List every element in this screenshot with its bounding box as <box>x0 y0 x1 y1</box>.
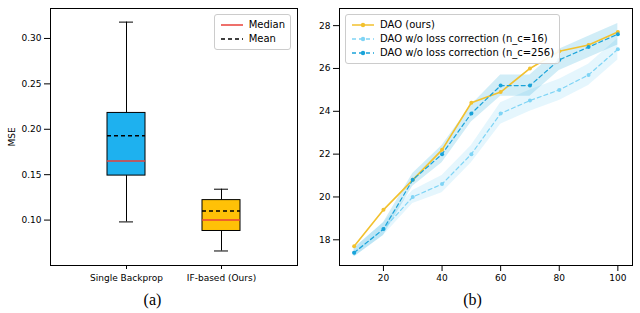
svg-text:0.10: 0.10 <box>21 215 41 225</box>
svg-text:80: 80 <box>554 273 566 283</box>
svg-text:28: 28 <box>319 21 331 31</box>
html-text:DAO w/o loss correction (n_c=1: DAO w/o loss correction (n_c=16) <box>380 33 548 44</box>
svg-text:20: 20 <box>319 192 331 202</box>
svg-text:MSE: MSE <box>7 127 17 146</box>
svg-text:40: 40 <box>436 273 448 283</box>
svg-text:60: 60 <box>495 273 507 283</box>
svg-text:Single Backprop: Single Backprop <box>90 273 163 283</box>
svg-text:22: 22 <box>319 149 330 159</box>
svg-text:0.15: 0.15 <box>21 170 41 180</box>
svg-text:IF-based (Ours): IF-based (Ours) <box>187 273 256 283</box>
html-text:Median: Median <box>248 19 285 30</box>
html-text:(b): (b) <box>463 291 482 308</box>
svg-text:20: 20 <box>378 273 390 283</box>
html-text:DAO (ours): DAO (ours) <box>380 19 435 30</box>
svg-text:0.25: 0.25 <box>21 79 41 89</box>
svg-text:18: 18 <box>319 235 331 245</box>
html-text:DAO w/o loss correction (n_c=2: DAO w/o loss correction (n_c=256) <box>380 47 555 58</box>
html-text:Mean: Mean <box>248 33 276 44</box>
svg-text:100: 100 <box>609 273 626 283</box>
svg-text:26: 26 <box>319 63 331 73</box>
svg-text:0.20: 0.20 <box>21 124 41 134</box>
svg-text:0.30: 0.30 <box>21 33 41 43</box>
svg-text:24: 24 <box>319 106 331 116</box>
html-text:(a): (a) <box>143 291 162 308</box>
